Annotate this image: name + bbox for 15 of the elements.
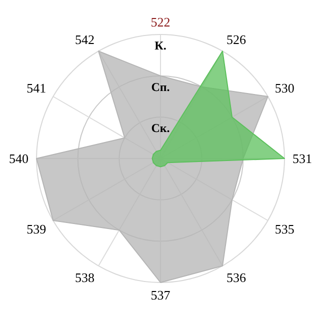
spoke-label: 539 (26, 222, 46, 236)
spoke-label: 522 (150, 14, 170, 30)
y-tick-label: К. (154, 38, 166, 52)
y-tick-label: Ск. (151, 121, 170, 136)
spoke-label: 526 (226, 32, 246, 48)
spoke-label: 538 (75, 270, 94, 285)
spoke-label: 535 (274, 222, 294, 236)
spoke-label: 540 (9, 151, 28, 166)
spoke-label: 531 (292, 151, 312, 166)
y-tick-label: Сп. (151, 80, 170, 94)
spoke-label: 536 (226, 270, 246, 285)
spoke-label: 541 (26, 80, 46, 96)
spoke-label: 530 (274, 80, 294, 96)
spoke-label: 537 (150, 288, 171, 302)
spoke-label: 542 (75, 32, 94, 48)
